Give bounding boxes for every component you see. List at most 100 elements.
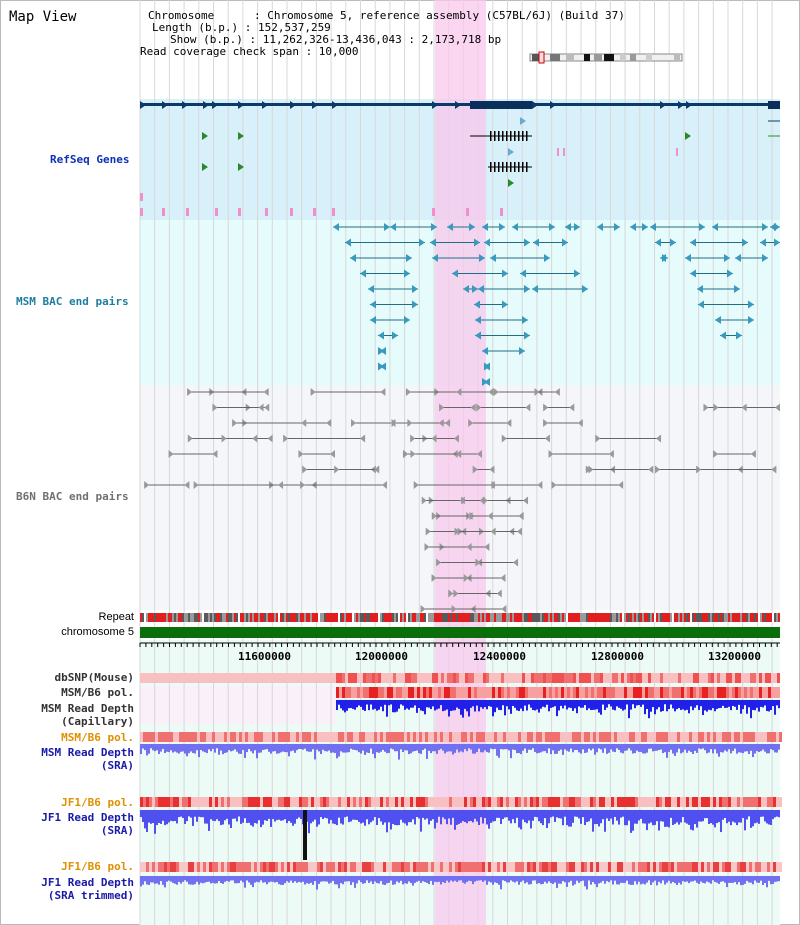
depth-bar <box>236 810 238 822</box>
repeat-segment <box>348 613 350 622</box>
snp-strip-segment <box>398 862 401 872</box>
depth-bar <box>660 700 662 712</box>
depth-bar <box>632 744 634 754</box>
depth-bar <box>726 700 728 708</box>
b6n-bac-end-pairs[interactable] <box>144 388 780 613</box>
repeat-track[interactable] <box>140 613 780 622</box>
jf1-depth-trimmed-label[interactable]: JF1 Read Depth (SRA trimmed) <box>41 876 134 902</box>
depth-bar <box>638 876 640 882</box>
chromosome-ideogram[interactable] <box>528 51 688 65</box>
selection-highlight[interactable] <box>435 0 486 925</box>
depth-bar <box>568 700 570 708</box>
snp-strip-segment <box>176 862 179 872</box>
depth-bar <box>450 700 452 711</box>
read-depth-tracks[interactable] <box>140 700 780 890</box>
repeat-segment <box>284 613 286 622</box>
bac-end-right <box>670 238 676 247</box>
snp-strip-segment <box>657 687 660 698</box>
msm-bac-end-pairs[interactable] <box>333 223 780 386</box>
depth-bar <box>278 876 280 885</box>
bac-end-left <box>187 388 193 396</box>
jf1-b6-pol-2-label[interactable]: JF1/B6 pol. <box>61 860 134 873</box>
snp-tracks[interactable] <box>140 673 782 872</box>
depth-bar <box>586 744 588 753</box>
depth-bar <box>490 700 492 707</box>
snp-strip-segment <box>441 687 444 698</box>
repeat-segment <box>672 613 674 622</box>
depth-bar <box>326 810 328 819</box>
snp-strip-segment <box>446 732 449 742</box>
depth-bar <box>648 744 650 749</box>
depth-bar <box>432 810 434 820</box>
chromosome-label: chromosome 5 <box>61 626 134 638</box>
snp-strip-segment <box>494 732 497 742</box>
snp-strip-segment <box>230 797 233 807</box>
repeat-segment <box>404 613 406 622</box>
depth-bar <box>762 744 764 750</box>
depth-bar <box>552 700 554 708</box>
refseq-gene-features[interactable] <box>140 101 780 216</box>
depth-bar <box>706 876 708 882</box>
depth-bar <box>638 810 640 821</box>
snp-strip-segment <box>408 673 411 683</box>
ideogram-position-marker[interactable] <box>538 51 545 64</box>
jf1-b6-pol-label[interactable]: JF1/B6 pol. <box>61 796 134 809</box>
depth-bar <box>502 810 504 820</box>
depth-bar <box>672 876 674 882</box>
depth-bar <box>384 700 386 705</box>
repeat-segment <box>756 613 758 622</box>
msm-bac-label[interactable]: MSM BAC end pairs <box>16 295 129 308</box>
dbsnp-label[interactable]: dbSNP(Mouse) <box>54 671 134 684</box>
refseq-genes-label[interactable]: RefSeq Genes <box>50 153 130 166</box>
depth-bar <box>736 700 738 710</box>
chromosome-bar[interactable] <box>140 627 780 638</box>
repeat-segment <box>618 613 620 622</box>
depth-bar <box>598 700 600 713</box>
depth-bar <box>358 744 360 753</box>
exon <box>510 131 512 141</box>
repeat-segment <box>722 613 724 622</box>
depth-bar <box>712 700 714 709</box>
msm-depth-capillary-label[interactable]: MSM Read Depth (Capillary) <box>41 702 134 728</box>
msm-b6-pol-2-label[interactable]: MSM/B6 pol. <box>61 731 134 744</box>
snp-strip-segment <box>659 797 662 807</box>
depth-bar <box>534 744 536 752</box>
depth-bar <box>652 700 654 708</box>
depth-bar <box>476 700 478 706</box>
jf1-depth-sra-label[interactable]: JF1 Read Depth (SRA) <box>41 811 134 837</box>
snp-strip-segment <box>585 673 588 683</box>
depth-bar <box>758 810 760 824</box>
msm-depth-sra-label[interactable]: MSM Read Depth (SRA) <box>41 746 134 772</box>
depth-bar <box>778 876 780 882</box>
snp-strip-segment <box>777 687 780 698</box>
depth-bar <box>232 810 234 819</box>
depth-bar <box>224 810 226 821</box>
depth-bar <box>694 744 696 751</box>
repeat-segment <box>184 613 186 622</box>
depth-bar <box>750 810 752 828</box>
depth-bar <box>624 876 626 883</box>
bac-end-right <box>489 465 495 474</box>
snp-strip-segment <box>698 862 701 872</box>
depth-bar <box>628 876 630 885</box>
depth-bar <box>354 744 356 750</box>
repeat-segment <box>192 613 194 622</box>
snp-strip-segment <box>518 862 521 872</box>
repeat-segment <box>708 613 710 622</box>
depth-bar <box>518 700 520 712</box>
snp-strip-segment <box>720 673 723 683</box>
depth-bar <box>286 744 288 753</box>
depth-bar <box>686 744 688 753</box>
msm-b6-pol-label[interactable]: MSM/B6 pol. <box>61 686 134 699</box>
snp-strip-segment <box>737 797 740 807</box>
depth-bar <box>474 876 476 882</box>
b6n-bac-label[interactable]: B6N BAC end pairs <box>16 490 129 503</box>
depth-bar <box>508 810 510 821</box>
depth-bar <box>646 876 648 883</box>
repeat-segment <box>428 613 430 622</box>
depth-bar <box>148 744 150 754</box>
gene-arrow <box>678 101 684 109</box>
depth-bar <box>446 744 448 752</box>
snp-strip-segment <box>645 687 648 698</box>
